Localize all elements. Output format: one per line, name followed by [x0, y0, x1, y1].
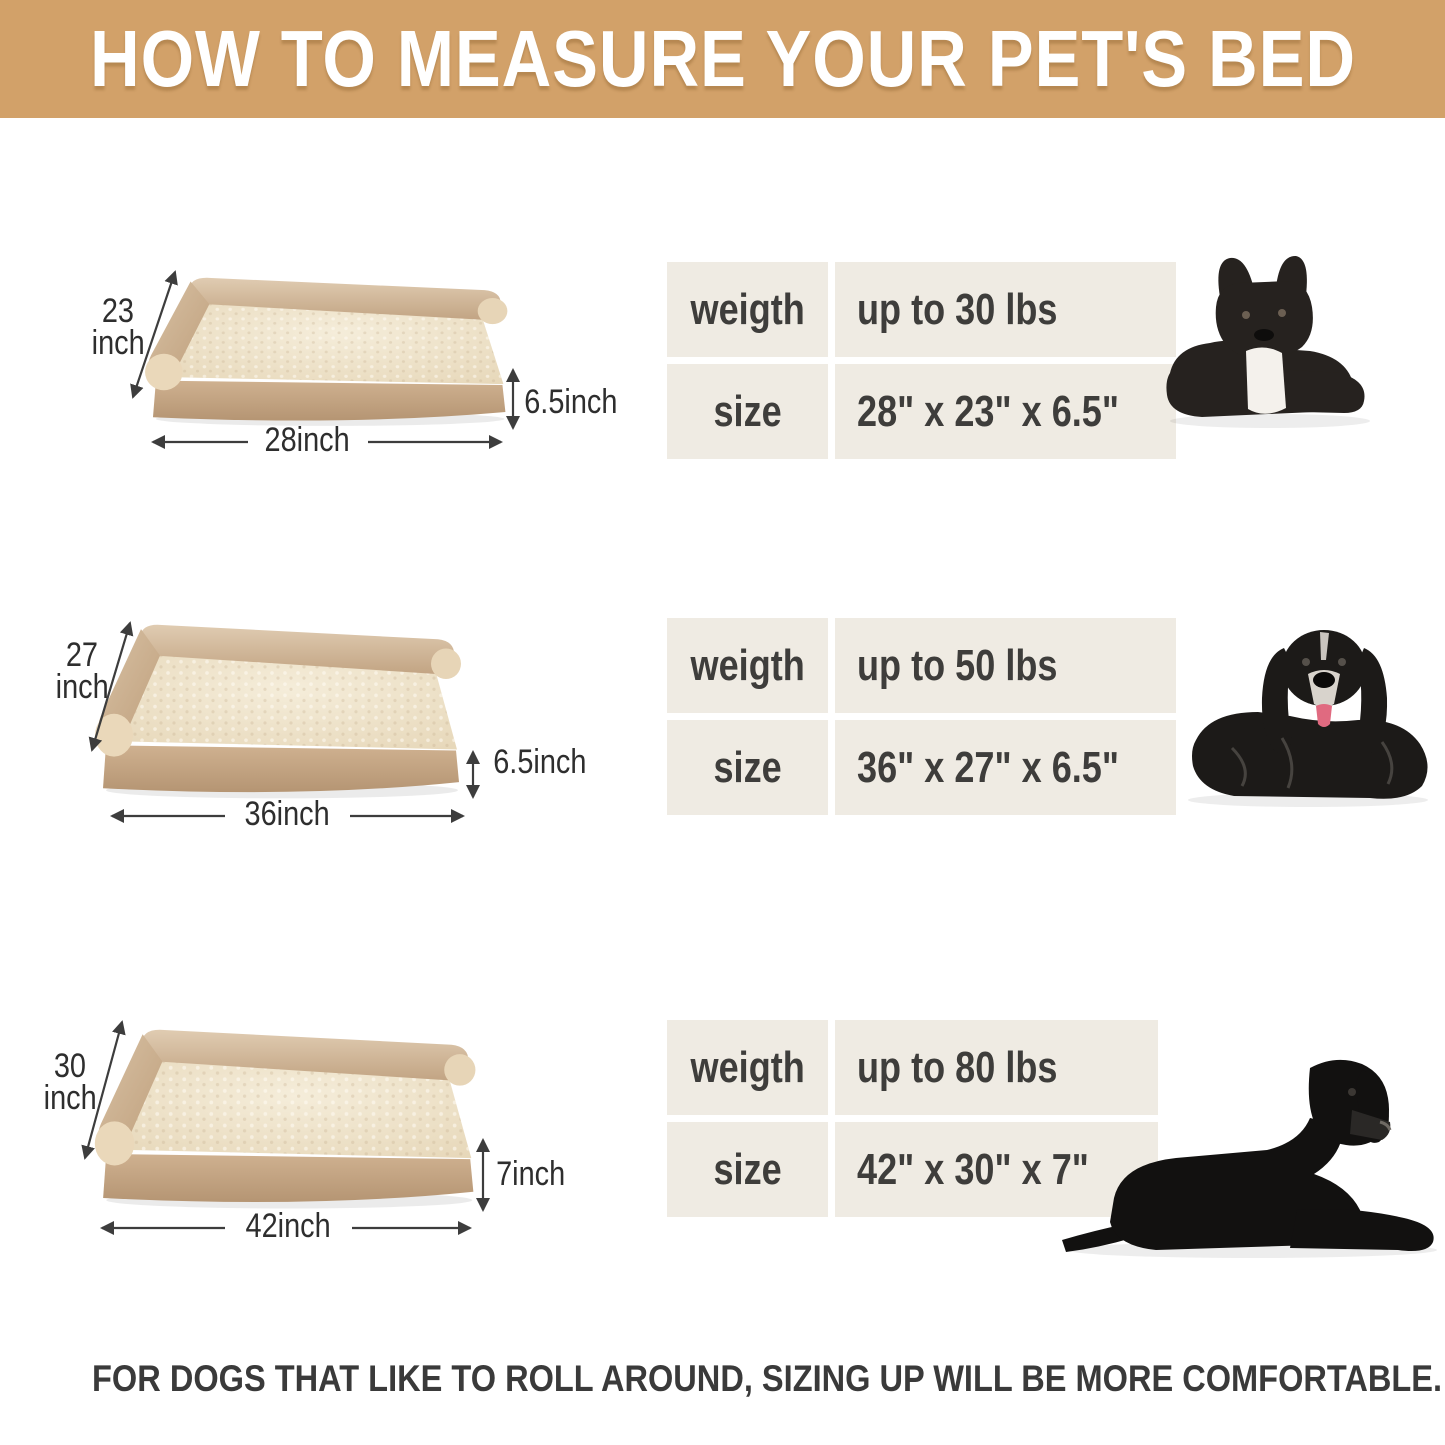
weight-label-cell: weigth — [667, 262, 828, 357]
bed-diagram-large: 30 inch 7inch 42inch — [40, 1005, 580, 1245]
size-label-cell: size — [667, 1122, 828, 1217]
depth-label: 23 inch — [86, 292, 150, 363]
weight-label-cell: weigth — [667, 618, 828, 713]
height-label: 6.5inch — [493, 743, 587, 781]
cocker-spaniel-image — [1188, 630, 1428, 807]
french-bulldog-photo — [1160, 253, 1392, 431]
depth-unit: inch — [55, 668, 109, 707]
black-labrador-image — [1062, 1059, 1437, 1258]
pet-bed-image — [95, 624, 461, 799]
pet-bed-image — [94, 1029, 476, 1209]
size-label-cell: size — [667, 720, 828, 815]
depth-value: 30 — [53, 1047, 87, 1085]
depth-value: 27 — [65, 636, 99, 674]
weight-label-cell: weigth — [667, 1020, 828, 1115]
spec-table-medium: weigth up to 50 lbs size 36" x 27" x 6.5… — [667, 618, 1177, 815]
depth-label: 30 inch — [40, 1047, 100, 1118]
weight-value-cell: up to 30 lbs — [835, 262, 1177, 357]
spec-table-large: weigth up to 80 lbs size 42" x 30" x 7" — [667, 1020, 1158, 1217]
height-label: 6.5inch — [524, 383, 618, 421]
bed-diagram-small: 23 inch 6.5inch 28inch — [58, 240, 617, 459]
header-banner: HOW TO MEASURE YOUR PET'S BED — [0, 0, 1445, 118]
bed-measurement-drawing — [88, 621, 480, 823]
page-title-text: HOW TO MEASURE YOUR PET'S BED — [89, 14, 1356, 103]
weight-value-cell: up to 80 lbs — [835, 1020, 1158, 1115]
depth-unit: inch — [43, 1079, 97, 1118]
size-value-cell: 28" x 23" x 6.5" — [835, 364, 1177, 459]
bed-measurement-drawing — [81, 1020, 490, 1235]
depth-arrow — [81, 1020, 126, 1160]
weight-value-cell: up to 50 lbs — [835, 618, 1177, 713]
depth-arrow — [130, 270, 178, 399]
height-label: 7inch — [496, 1155, 566, 1193]
footer-note: FOR DOGS THAT LIKE TO ROLL AROUND, SIZIN… — [0, 1360, 1445, 1397]
size-value-cell: 36" x 27" x 6.5" — [835, 720, 1177, 815]
width-label: 42inch — [245, 1207, 331, 1245]
size-label-cell: size — [667, 364, 828, 459]
french-bulldog-image — [1166, 255, 1370, 428]
cocker-spaniel-photo — [1172, 618, 1445, 810]
depth-value: 23 — [101, 292, 135, 330]
bed-measurement-drawing — [130, 270, 520, 449]
page-title: HOW TO MEASURE YOUR PET'S BED — [0, 19, 1445, 99]
width-label: 28inch — [264, 421, 350, 459]
depth-arrow — [88, 621, 134, 752]
footer-text: FOR DOGS THAT LIKE TO ROLL AROUND, SIZIN… — [92, 1358, 1443, 1399]
depth-label: 27 inch — [52, 636, 112, 707]
spec-table-small: weigth up to 30 lbs size 28" x 23" x 6.5… — [667, 262, 1177, 459]
size-value-cell: 42" x 30" x 7" — [835, 1122, 1158, 1217]
bed-diagram-medium: 27 inch 6.5inch 36inch — [45, 612, 586, 837]
black-labrador-photo — [1052, 1048, 1445, 1260]
depth-unit: inch — [91, 324, 145, 363]
width-label: 36inch — [244, 795, 330, 833]
pet-bed-image — [145, 277, 508, 426]
